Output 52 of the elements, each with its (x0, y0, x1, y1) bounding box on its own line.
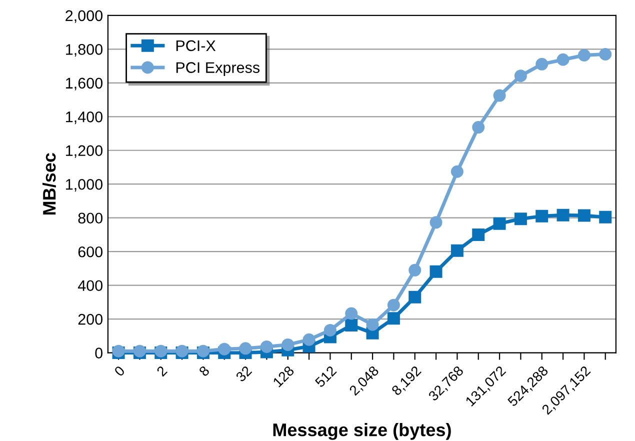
point (556, 208, 570, 222)
legend-label: PCI Express (176, 62, 260, 76)
y-axis-title: MB/sec (42, 153, 56, 215)
x-tick-label: 512 (314, 365, 337, 388)
point (536, 210, 548, 222)
point (387, 298, 400, 312)
point (578, 209, 590, 222)
y-tick-label: 0 (95, 348, 102, 358)
point (218, 342, 231, 356)
point (430, 216, 442, 229)
y-tick-label: 800 (78, 212, 102, 224)
point (366, 318, 379, 331)
point (387, 312, 400, 325)
point (536, 58, 548, 70)
point (302, 333, 316, 346)
point (450, 165, 464, 178)
y-tick-label: 1,200 (66, 145, 102, 158)
point (345, 307, 358, 320)
point (408, 290, 422, 304)
point (408, 264, 422, 276)
x-tick-label: 128 (272, 365, 295, 388)
y-tick-label: 2,000 (66, 10, 102, 23)
y-tick-label: 400 (78, 280, 102, 292)
point (345, 319, 358, 332)
x-tick-label: 0 (114, 365, 126, 377)
point (514, 212, 527, 226)
point (324, 324, 336, 336)
y-tick-label: 1,400 (66, 112, 102, 124)
point (514, 70, 527, 82)
y-tick-label: 1,800 (66, 44, 102, 57)
legend-label: PCI-X (176, 40, 216, 52)
point (239, 342, 252, 355)
x-tick-label: 8 (198, 365, 210, 377)
y-tick-label: 600 (78, 246, 102, 258)
point (450, 244, 464, 257)
point (472, 121, 485, 134)
y-tick-label: 1,000 (66, 178, 102, 192)
point (578, 48, 590, 62)
point (493, 89, 506, 102)
point (556, 53, 570, 66)
point (599, 48, 612, 60)
point (599, 210, 612, 224)
point (472, 228, 485, 241)
y-tick-label: 200 (78, 314, 102, 325)
y-tick-label: 1,600 (66, 78, 102, 90)
point (430, 265, 442, 278)
point (282, 338, 294, 351)
x-axis-title: Message size (bytes) (273, 423, 451, 440)
x-tick-label: 2 (156, 365, 168, 377)
point (493, 217, 506, 230)
point (260, 340, 273, 353)
x-tick-label: 32 (235, 365, 252, 382)
